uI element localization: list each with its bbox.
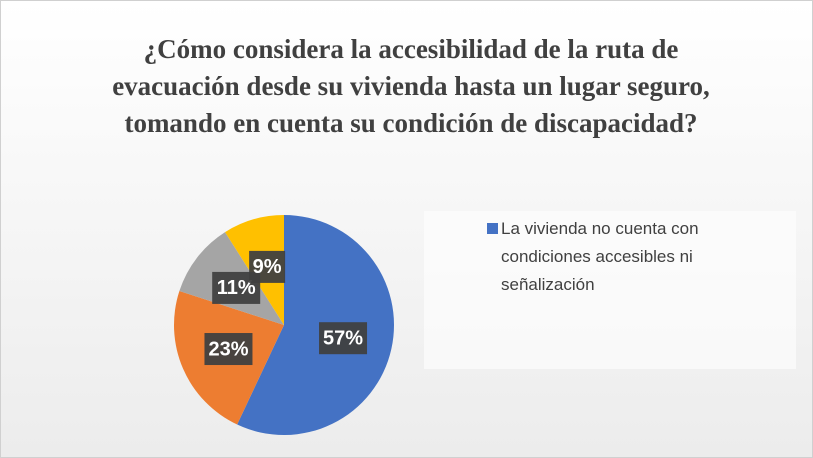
legend: La vivienda no cuenta con condiciones ac… [424,211,796,369]
data-label-box [249,250,286,283]
data-label-box [204,333,253,366]
pie-slice [237,215,394,435]
data-label: 23% [208,338,248,360]
data-label: 57% [323,327,363,349]
data-label: 9% [253,256,282,278]
data-label-box [319,322,368,355]
legend-key [487,223,498,234]
legend-label: La vivienda no cuenta con condiciones ac… [501,219,699,294]
data-label: 11% [217,277,256,299]
chart-title: ¿Cómo considera la accesibilidad de la r… [112,34,710,138]
